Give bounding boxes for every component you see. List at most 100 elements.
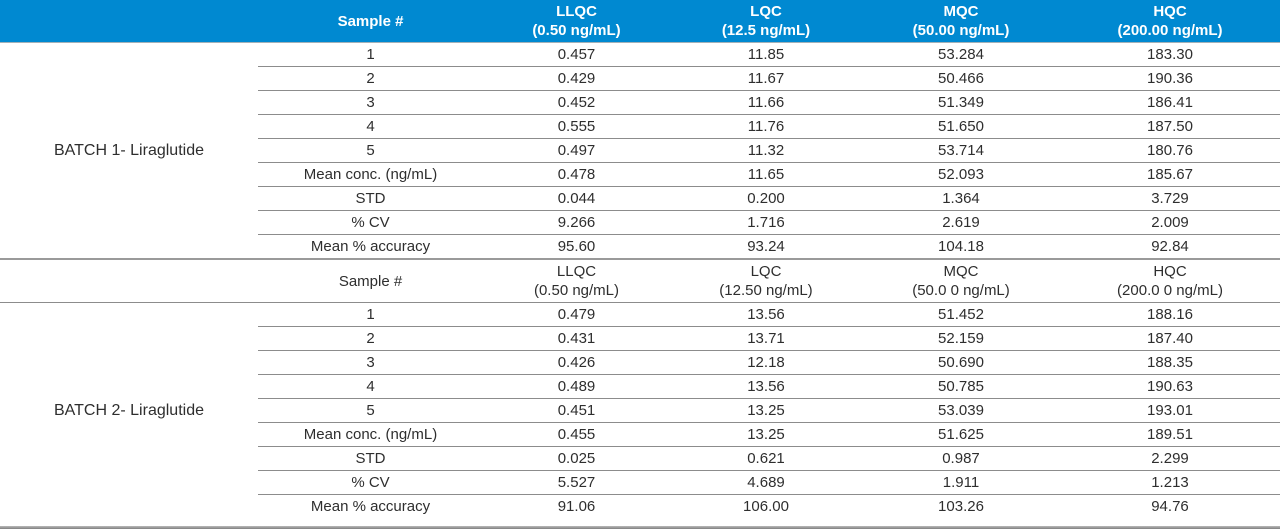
qc-column-header-hqc: HQC (200.00 ng/mL) (1060, 0, 1280, 43)
qc-column-header-lqc: LQC (12.50 ng/mL) (670, 259, 862, 303)
value-cell: 0.426 (483, 350, 670, 375)
value-cell: 1.213 (1060, 470, 1280, 495)
value-cell: 1.364 (862, 186, 1060, 211)
qc-level-name: LQC (750, 263, 782, 280)
value-cell: 11.76 (670, 114, 862, 139)
value-cell: 53.039 (862, 398, 1060, 423)
value-cell: 50.690 (862, 350, 1060, 375)
value-cell: 0.455 (483, 422, 670, 447)
value-cell: 0.555 (483, 114, 670, 139)
value-cell: 0.987 (862, 446, 1060, 471)
batch-2-row-9: Mean % accuracy 91.06 106.00 103.26 94.76 (0, 494, 1280, 518)
qc-column-header-mqc: MQC (50.0 0 ng/mL) (862, 259, 1060, 303)
qc-level-name: LLQC (556, 263, 597, 280)
bottom-border-bar (0, 526, 1280, 529)
value-cell: 106.00 (670, 494, 862, 518)
row-label: 4 (258, 114, 483, 139)
batch-2-row-3: 3 0.426 12.18 50.690 188.35 (0, 350, 1280, 375)
value-cell: 11.67 (670, 66, 862, 91)
row-label: 5 (258, 138, 483, 163)
value-cell: 185.67 (1060, 162, 1280, 187)
batch-2-row-4: 4 0.489 13.56 50.785 190.63 (0, 374, 1280, 399)
qc-column-header-llqc: LLQC (0.50 ng/mL) (483, 0, 670, 43)
value-cell: 13.25 (670, 422, 862, 447)
qc-level-name: HQC (1153, 263, 1187, 280)
value-cell: 52.093 (862, 162, 1060, 187)
qc-nominal-concentration: (200.0 0 ng/mL) (1117, 282, 1223, 299)
value-cell: 12.18 (670, 350, 862, 375)
value-cell: 51.650 (862, 114, 1060, 139)
value-cell: 2.009 (1060, 210, 1280, 235)
value-cell: 180.76 (1060, 138, 1280, 163)
value-cell: 104.18 (862, 234, 1060, 260)
value-cell: 93.24 (670, 234, 862, 260)
value-cell: 190.36 (1060, 66, 1280, 91)
batch-1-section: Sample # LLQC (0.50 ng/mL) LQC (12.5 ng/mL) M… (0, 0, 1280, 260)
value-cell: 189.51 (1060, 422, 1280, 447)
value-cell: 193.01 (1060, 398, 1280, 423)
value-cell: 9.266 (483, 210, 670, 235)
qc-results-table: Sample # LLQC (0.50 ng/mL) LQC (12.5 ng/mL) M… (0, 0, 1280, 518)
batch-2-row-7: STD 0.025 0.621 0.987 2.299 (0, 446, 1280, 471)
batch-1-row-8: % CV 9.266 1.716 2.619 2.009 (0, 210, 1280, 235)
value-cell: 190.63 (1060, 374, 1280, 399)
value-cell: 0.025 (483, 446, 670, 471)
value-cell: 52.159 (862, 326, 1060, 351)
batch-1-row-9: Mean % accuracy 95.60 93.24 104.18 92.84 (0, 234, 1280, 260)
row-label: STD (258, 186, 483, 211)
qc-column-header-hqc: HQC (200.0 0 ng/mL) (1060, 259, 1280, 303)
batch-2-row-6: Mean conc. (ng/mL) 0.455 13.25 51.625 189.51 (0, 422, 1280, 447)
qc-nominal-concentration: (12.50 ng/mL) (719, 282, 813, 299)
value-cell: 0.429 (483, 66, 670, 91)
row-label: 1 (258, 302, 483, 327)
value-cell: 2.619 (862, 210, 1060, 235)
batch-1-row-2: 2 0.429 11.67 50.466 190.36 (0, 66, 1280, 91)
value-cell: 51.452 (862, 302, 1060, 327)
batch-2-header-spacer (0, 259, 258, 303)
row-label: Mean conc. (ng/mL) (258, 162, 483, 187)
batch-2-label: BATCH 2- Liraglutide (0, 302, 258, 518)
value-cell: 0.478 (483, 162, 670, 187)
value-cell: 94.76 (1060, 494, 1280, 518)
value-cell: 0.489 (483, 374, 670, 399)
value-cell: 51.349 (862, 90, 1060, 115)
value-cell: 51.625 (862, 422, 1060, 447)
value-cell: 13.71 (670, 326, 862, 351)
sample-column-header: Sample # (258, 0, 483, 43)
value-cell: 0.200 (670, 186, 862, 211)
row-label: % CV (258, 210, 483, 235)
value-cell: 0.497 (483, 138, 670, 163)
row-label: 5 (258, 398, 483, 423)
batch-1-row-3: 3 0.452 11.66 51.349 186.41 (0, 90, 1280, 115)
value-cell: 0.452 (483, 90, 670, 115)
value-cell: 50.466 (862, 66, 1060, 91)
value-cell: 95.60 (483, 234, 670, 260)
value-cell: 1.911 (862, 470, 1060, 495)
value-cell: 91.06 (483, 494, 670, 518)
value-cell: 0.044 (483, 186, 670, 211)
qc-level-name: LLQC (556, 3, 597, 20)
qc-level-name: MQC (943, 3, 979, 20)
row-label: % CV (258, 470, 483, 495)
row-label: 3 (258, 350, 483, 375)
batch-1-row-4: 4 0.555 11.76 51.650 187.50 (0, 114, 1280, 139)
value-cell: 3.729 (1060, 186, 1280, 211)
qc-nominal-concentration: (12.5 ng/mL) (721, 22, 811, 39)
row-label: 2 (258, 326, 483, 351)
qc-level-name: HQC (1153, 3, 1187, 20)
value-cell: 13.56 (670, 302, 862, 327)
value-cell: 188.35 (1060, 350, 1280, 375)
batch-2-row-5: 5 0.451 13.25 53.039 193.01 (0, 398, 1280, 423)
value-cell: 187.40 (1060, 326, 1280, 351)
value-cell: 92.84 (1060, 234, 1280, 260)
batch-1-header-row: Sample # LLQC (0.50 ng/mL) LQC (12.5 ng/mL) M… (0, 0, 1280, 43)
value-cell: 53.714 (862, 138, 1060, 163)
qc-column-header-llqc: LLQC (0.50 ng/mL) (483, 259, 670, 303)
row-label: STD (258, 446, 483, 471)
value-cell: 53.284 (862, 42, 1060, 67)
value-cell: 1.716 (670, 210, 862, 235)
value-cell: 103.26 (862, 494, 1060, 518)
qc-level-name: MQC (943, 263, 979, 280)
value-cell: 11.32 (670, 138, 862, 163)
